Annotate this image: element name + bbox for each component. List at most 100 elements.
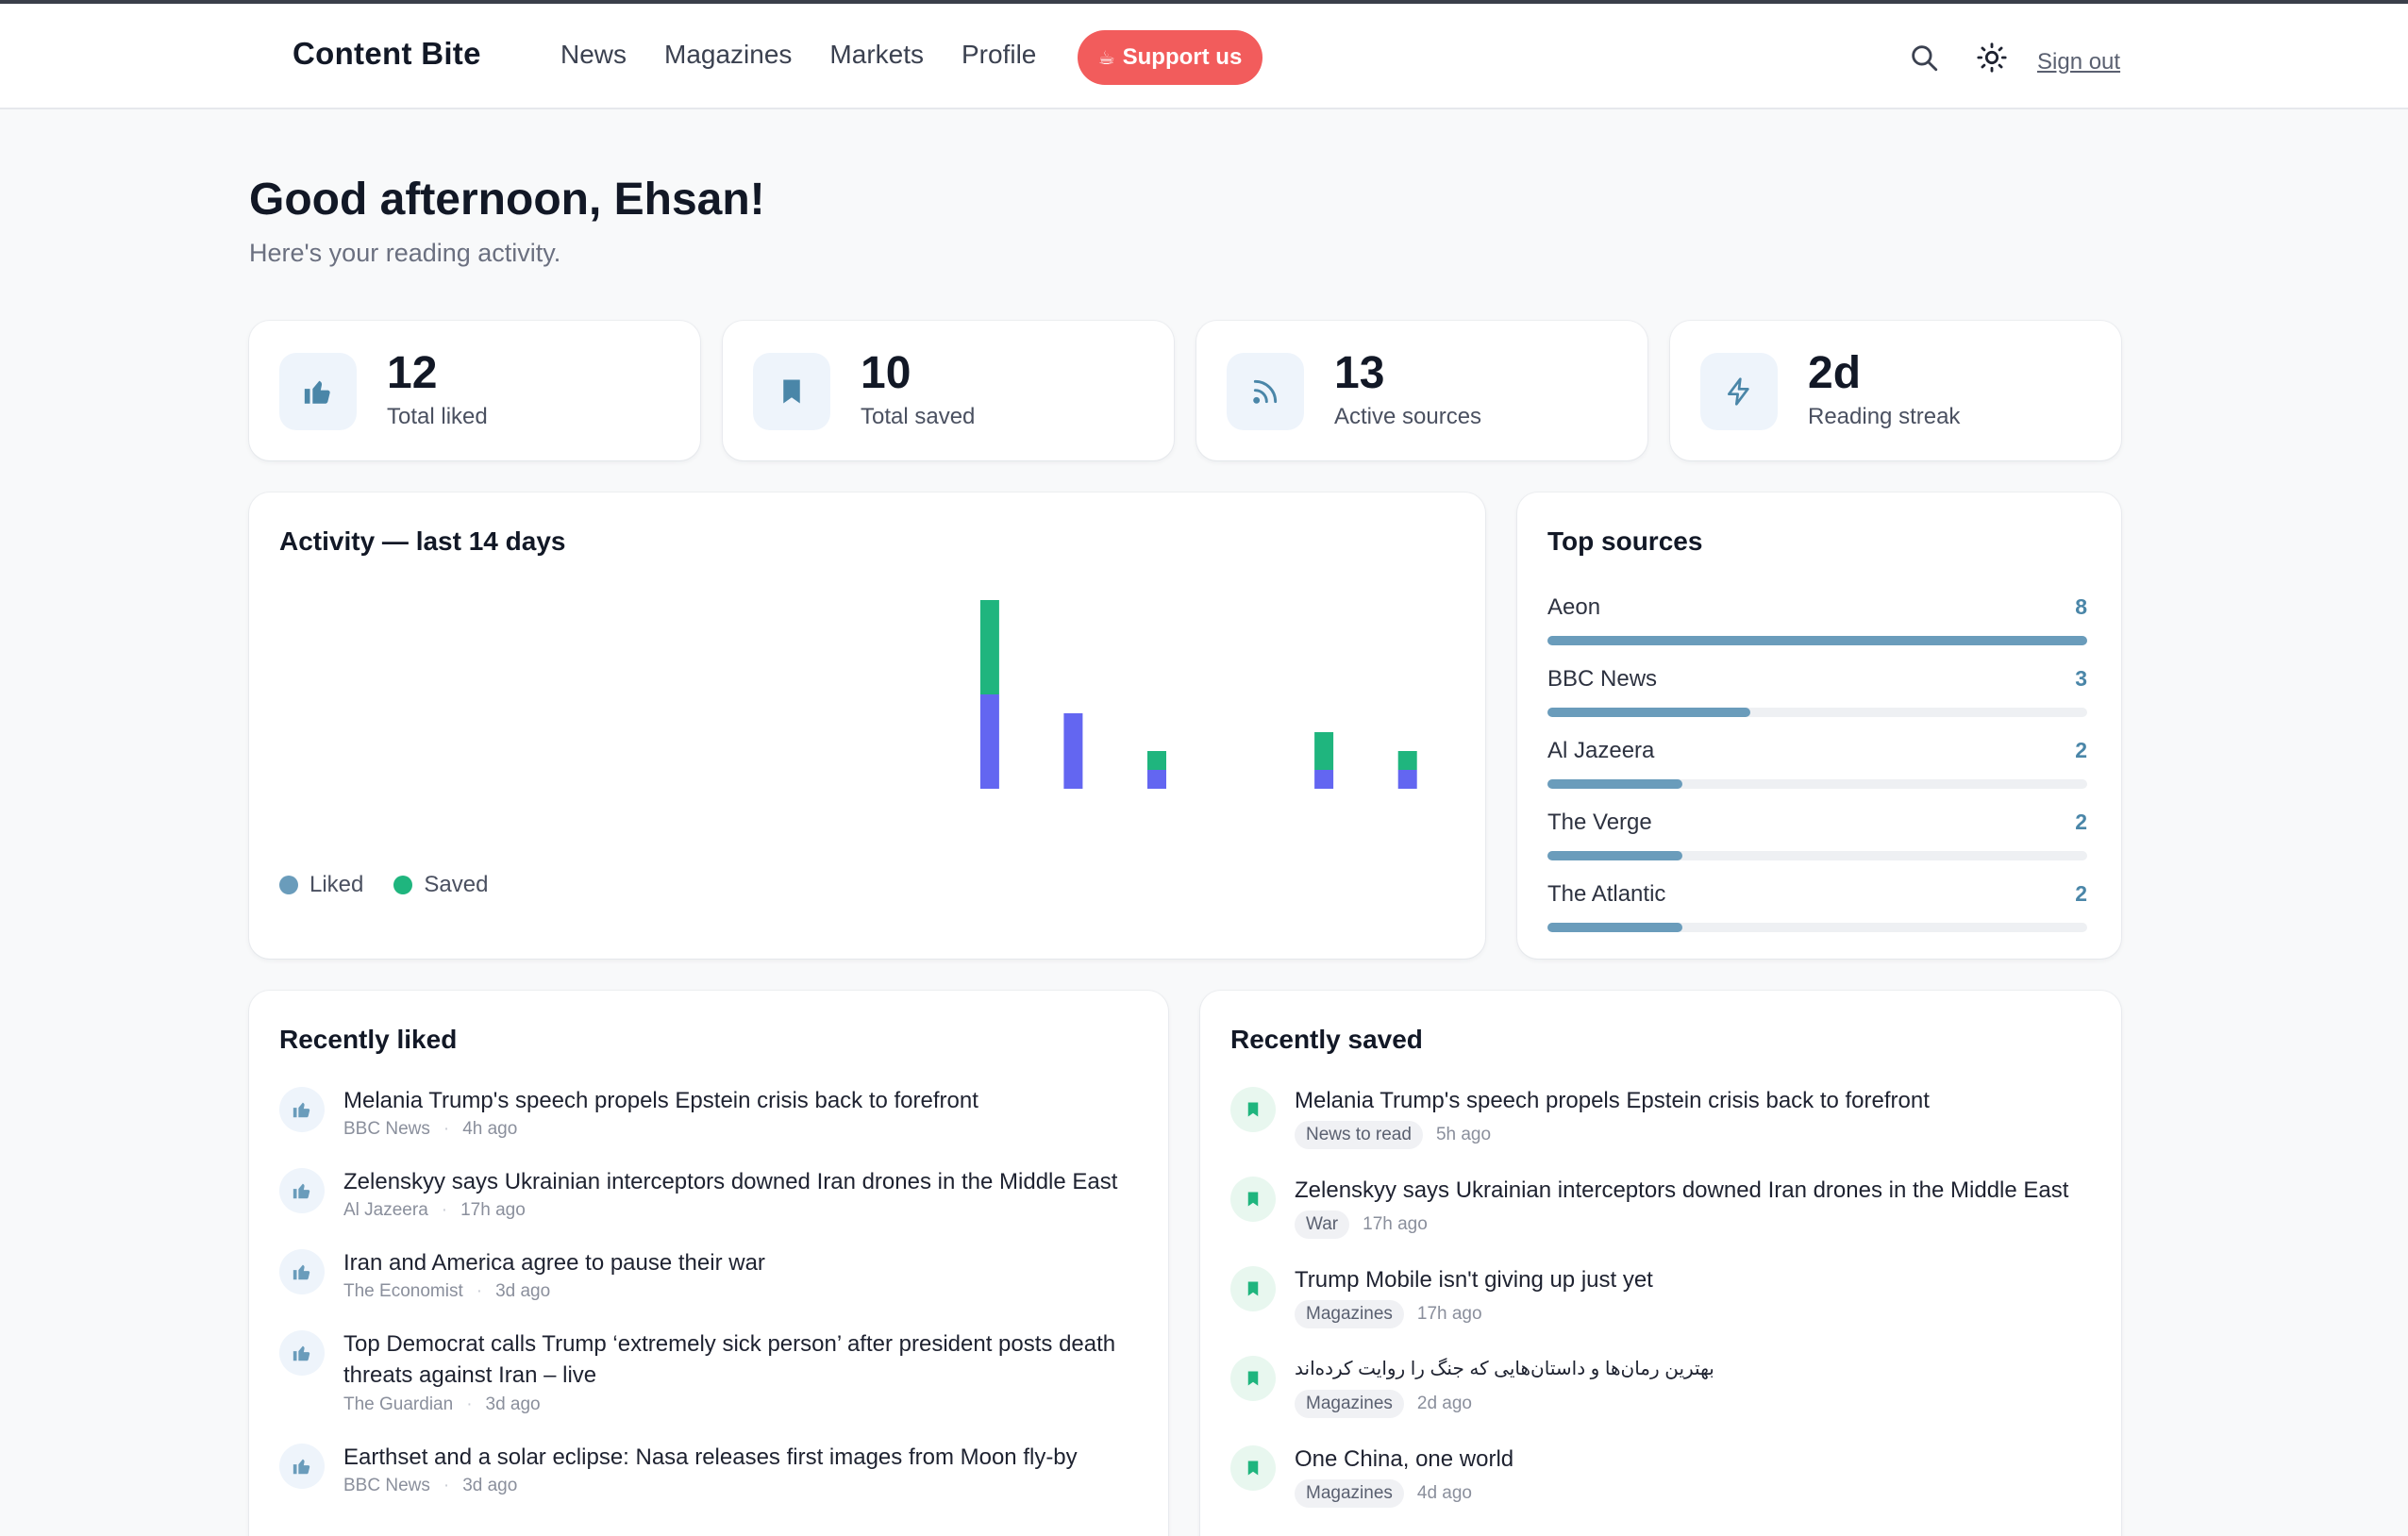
source-bar-track: [1547, 923, 2087, 932]
bar-saved-day-13: [1314, 732, 1334, 770]
source-row[interactable]: Al Jazeera 2: [1547, 738, 2087, 789]
source-bar-track: [1547, 636, 2087, 645]
search-icon[interactable]: [1908, 42, 1940, 74]
source-name: The Atlantic: [1547, 881, 1666, 907]
source-count: 8: [2075, 594, 2087, 619]
activity-title: Activity — last 14 days: [279, 526, 566, 556]
article-title[interactable]: بهترین رمان‌ها و داستان‌هایی که جنگ را ر…: [1295, 1359, 1714, 1379]
article-meta: Magazines 4d ago: [1295, 1479, 1472, 1508]
article-time: 3d ago: [495, 1281, 551, 1301]
source-row[interactable]: BBC News 3: [1547, 666, 2087, 717]
article-source: BBC News: [343, 1476, 430, 1495]
source-row[interactable]: The Verge 2: [1547, 810, 2087, 860]
bar-liked-day-14: [1397, 770, 1417, 789]
stat-value: 2d: [1808, 348, 1862, 398]
source-bar-fill: [1547, 923, 1682, 932]
article-time: 5h ago: [1435, 1125, 1492, 1144]
recently-saved-title: Recently saved: [1230, 1025, 1423, 1054]
support-us-button[interactable]: ☕ Support us: [1078, 30, 1263, 85]
article-title[interactable]: Earthset and a solar eclipse: Nasa relea…: [343, 1444, 1078, 1470]
recently-liked-card: Recently liked Melania Trump's speech pr…: [249, 991, 1168, 1536]
activity-card: Activity — last 14 days Liked Saved: [249, 493, 1485, 959]
coffee-cup-icon: ☕: [1097, 47, 1115, 69]
meta-separator: ·: [476, 1281, 483, 1301]
article-time: 17h ago: [1416, 1304, 1482, 1324]
article-source: BBC News: [343, 1119, 430, 1139]
top-border: [0, 0, 2408, 4]
collection-tag[interactable]: War: [1295, 1210, 1350, 1239]
stat-label: Total saved: [861, 404, 976, 429]
article-source: The Guardian: [343, 1394, 454, 1414]
rss-icon: [1227, 353, 1304, 430]
sign-out-link[interactable]: Sign out: [2037, 49, 2121, 75]
source-bar-track: [1547, 708, 2087, 717]
article-meta: BBC News · 3d ago: [343, 1476, 517, 1496]
bar-saved-day-11: [1147, 751, 1166, 770]
article-time: 17h ago: [460, 1200, 526, 1220]
stat-card-streak: 2d Reading streak: [1670, 321, 2121, 460]
article-time: 2d ago: [1416, 1394, 1473, 1413]
article-title[interactable]: Zelenskyy says Ukrainian interceptors do…: [1295, 1177, 2069, 1203]
collection-tag[interactable]: Magazines: [1295, 1479, 1404, 1508]
article-title[interactable]: One China, one world: [1295, 1446, 1514, 1472]
bar-liked-day-11: [1147, 770, 1166, 789]
nav-link-magazines[interactable]: Magazines: [664, 40, 793, 69]
article-title[interactable]: Melania Trump's speech propels Epstein c…: [343, 1088, 978, 1113]
theme-toggle-sun-icon[interactable]: [1976, 42, 2008, 74]
nav-links: News Magazines Markets Profile: [560, 40, 1074, 70]
article-title[interactable]: Zelenskyy says Ukrainian interceptors do…: [343, 1169, 1118, 1194]
stat-value: 10: [861, 348, 911, 398]
bookmark-icon: [1230, 1356, 1276, 1401]
article-meta: Al Jazeera · 17h ago: [343, 1200, 526, 1221]
thumbs-up-icon: [279, 1249, 325, 1294]
meta-separator: ·: [466, 1394, 473, 1414]
source-bar-fill: [1547, 708, 1750, 717]
thumbs-up-icon: [279, 1087, 325, 1132]
source-name: The Verge: [1547, 810, 1652, 835]
thumbs-up-icon: [279, 353, 357, 430]
source-count: 2: [2075, 738, 2087, 762]
stat-value: 12: [387, 348, 438, 398]
collection-tag[interactable]: Magazines: [1295, 1390, 1404, 1418]
page-title: Good afternoon, Ehsan!: [249, 175, 765, 225]
top-sources-card: Top sources Aeon 8 BBC News 3 Al Jazeera 2 The…: [1517, 493, 2121, 959]
article-meta: The Economist · 3d ago: [343, 1281, 550, 1302]
stat-card-sources: 13 Active sources: [1196, 321, 1647, 460]
article-source: Al Jazeera: [343, 1200, 428, 1220]
source-bar-fill: [1547, 779, 1682, 789]
meta-separator: ·: [441, 1200, 448, 1220]
nav-link-profile[interactable]: Profile: [962, 40, 1037, 69]
page-subtitle: Here's your reading activity.: [249, 239, 561, 267]
article-meta: Magazines 17h ago: [1295, 1300, 1482, 1328]
nav-link-markets[interactable]: Markets: [829, 40, 924, 69]
article-time: 3d ago: [485, 1394, 541, 1414]
article-title[interactable]: Iran and America agree to pause their wa…: [343, 1250, 765, 1276]
article-title[interactable]: Trump Mobile isn't giving up just yet: [1295, 1267, 1653, 1293]
article-source: The Economist: [343, 1281, 463, 1301]
collection-tag[interactable]: Magazines: [1295, 1300, 1404, 1328]
article-title[interactable]: Melania Trump's speech propels Epstein c…: [1295, 1088, 1930, 1113]
stat-value: 13: [1334, 348, 1385, 398]
support-us-label: Support us: [1122, 44, 1243, 70]
article-meta: The Guardian · 3d ago: [343, 1394, 541, 1415]
bar-saved-day-9: [979, 600, 999, 694]
thumbs-up-icon: [279, 1330, 325, 1376]
source-row[interactable]: The Atlantic 2: [1547, 881, 2087, 932]
bar-saved-day-14: [1397, 751, 1417, 770]
bar-liked-day-13: [1314, 770, 1334, 789]
source-row[interactable]: Aeon 8: [1547, 594, 2087, 645]
source-count: 3: [2075, 666, 2087, 691]
legend-label-saved: Saved: [424, 872, 489, 897]
bookmark-icon: [1230, 1445, 1276, 1491]
collection-tag[interactable]: News to read: [1295, 1121, 1423, 1149]
thumbs-up-icon: [279, 1444, 325, 1489]
source-bar-fill: [1547, 636, 2087, 645]
thumbs-up-icon: [279, 1168, 325, 1213]
article-title[interactable]: Top Democrat calls Trump ‘extremely sick…: [343, 1331, 1116, 1388]
stat-label: Reading streak: [1808, 404, 1961, 429]
lightning-icon: [1700, 353, 1778, 430]
source-name: Al Jazeera: [1547, 738, 1655, 763]
brand-logo[interactable]: Content Bite: [293, 36, 481, 71]
nav-link-news[interactable]: News: [560, 40, 627, 69]
meta-separator: ·: [443, 1476, 450, 1495]
